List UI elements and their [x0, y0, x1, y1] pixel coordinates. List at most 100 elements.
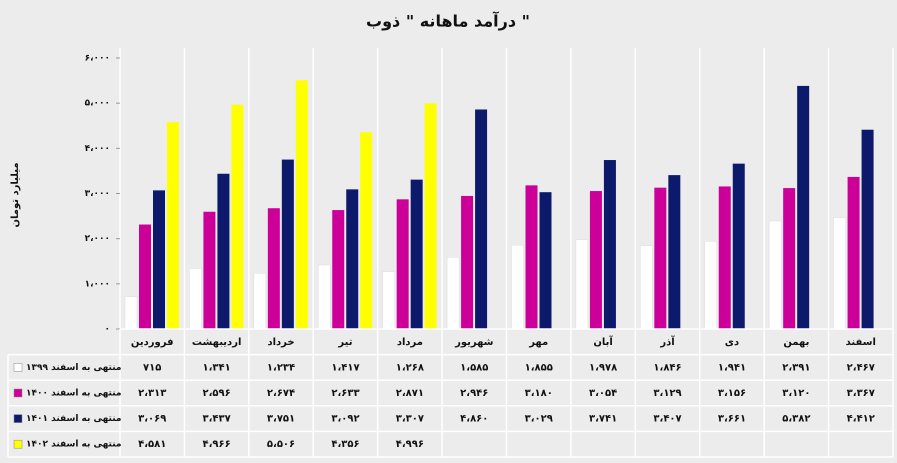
- legend-swatch: [13, 414, 23, 423]
- bar: [461, 195, 474, 329]
- data-label: ۴،۳۵۶: [331, 439, 359, 450]
- data-label: ۴،۹۹۶: [396, 439, 424, 450]
- data-label: ۲،۶۷۴: [267, 388, 295, 399]
- y-tick-label: ۶،۰۰۰: [85, 54, 110, 64]
- data-label: ۴،۸۶۰: [460, 414, 488, 425]
- y-tick-label: ۱،۰۰۰: [85, 279, 110, 289]
- bar: [360, 132, 373, 329]
- legend-label: منتهی به اسفند ۱۳۹۹: [26, 363, 121, 373]
- data-label: ۱،۳۴۱: [203, 362, 231, 373]
- data-label: ۱،۴۱۷: [331, 362, 359, 373]
- bar: [318, 264, 331, 330]
- bar: [783, 188, 796, 329]
- data-label: ۱،۹۴۱: [718, 362, 746, 373]
- bar: [267, 208, 280, 329]
- data-label: ۱،۸۴۶: [653, 362, 681, 373]
- x-tick-label: خرداد: [267, 337, 294, 348]
- bar: [575, 239, 589, 330]
- data-label: ۲،۵۹۶: [203, 388, 231, 399]
- y-tick-label: ۴،۰۰۰: [85, 144, 110, 154]
- data-label: ۳،۷۵۱: [267, 414, 295, 425]
- bar: [833, 217, 846, 330]
- data-label: ۷۱۵: [143, 362, 161, 373]
- data-label: ۵،۵۰۶: [267, 439, 295, 450]
- y-tick-label: ۰: [105, 325, 111, 335]
- data-label: ۳،۳۶۷: [847, 388, 875, 399]
- bar: [475, 109, 488, 330]
- bar: [167, 122, 179, 330]
- bar: [139, 224, 151, 329]
- bar: [603, 160, 616, 329]
- bar: [704, 241, 717, 330]
- bar: [253, 273, 267, 330]
- bar: [847, 176, 860, 329]
- x-tick-label: بهمن: [783, 337, 809, 348]
- bar: [382, 271, 395, 330]
- y-tick-label: ۵،۰۰۰: [85, 99, 110, 109]
- bar: [153, 190, 165, 329]
- x-tick-label: آذر: [659, 335, 675, 348]
- data-label: ۳،۱۲۰: [782, 388, 810, 399]
- bar: [346, 189, 359, 329]
- x-tick-label: مرداد: [397, 337, 423, 348]
- bar: [768, 220, 782, 330]
- data-label: ۱،۹۷۸: [589, 362, 617, 373]
- bar: [217, 173, 230, 329]
- x-tick-label: فروردین: [131, 337, 174, 348]
- x-tick-label: آبان: [593, 335, 613, 348]
- bar: [589, 191, 602, 329]
- x-tick-label: اسفند: [846, 337, 876, 348]
- x-tick-label: دی: [725, 337, 739, 348]
- data-label: ۳،۰۶۹: [138, 414, 166, 425]
- bar: [231, 104, 244, 329]
- y-tick-label: ۲،۰۰۰: [85, 234, 110, 244]
- legend-swatch: [13, 439, 23, 449]
- bar: [668, 175, 681, 329]
- bar: [124, 296, 138, 330]
- data-label: ۲،۳۹۱: [782, 362, 810, 373]
- data-label: ۳،۰۵۴: [589, 388, 617, 399]
- bar: [424, 103, 437, 329]
- data-label: ۳،۶۶۱: [718, 414, 746, 425]
- legend-label: منتهی به اسفند ۱۴۰۲: [26, 440, 121, 450]
- legend-label: منتهی به اسفند ۱۴۰۱: [26, 414, 121, 424]
- data-label: ۳،۱۸۰: [525, 388, 553, 399]
- legend-label: منتهی به اسفند ۱۴۰۰: [26, 389, 121, 399]
- data-label: ۳،۰۹۲: [331, 414, 359, 425]
- data-label: ۱،۵۸۵: [460, 362, 488, 373]
- y-axis-label: میلیارد تومان: [10, 162, 21, 227]
- data-label: ۱،۲۳۴: [267, 362, 295, 373]
- chart-title: درآمد ماهانه " ذوب ": [366, 11, 530, 31]
- data-label: ۲،۹۴۶: [460, 388, 488, 399]
- bar: [332, 210, 345, 329]
- data-label: ۲،۴۶۷: [847, 362, 875, 373]
- bar: [797, 85, 810, 330]
- data-label: ۴،۵۸۱: [138, 439, 166, 450]
- data-label: ۳،۴۳۷: [203, 414, 231, 425]
- bar: [295, 80, 308, 329]
- data-label: ۳،۱۲۹: [653, 388, 681, 399]
- bar: [396, 199, 409, 329]
- data-label: ۴،۴۱۲: [847, 414, 875, 425]
- data-label: ۵،۳۸۲: [782, 414, 810, 425]
- bar: [539, 192, 552, 329]
- data-label: ۳،۴۰۷: [653, 414, 681, 425]
- bar: [203, 211, 216, 329]
- bar: [732, 163, 745, 329]
- data-label: ۳،۰۲۹: [525, 414, 553, 425]
- bar: [281, 159, 294, 329]
- x-tick-label: اردیبهشت: [192, 337, 242, 348]
- bar: [446, 257, 460, 330]
- bar: [525, 185, 538, 329]
- y-tick-label: ۳،۰۰۰: [85, 189, 110, 199]
- data-label: ۳،۳۰۷: [396, 414, 424, 425]
- data-label: ۳،۷۴۱: [589, 414, 617, 425]
- data-label: ۲،۳۱۳: [138, 388, 166, 399]
- bar: [718, 186, 731, 329]
- data-label: ۱،۸۵۵: [525, 362, 553, 373]
- data-label: ۲،۶۳۳: [331, 388, 359, 399]
- bar: [410, 179, 423, 329]
- data-label: ۳،۱۵۶: [718, 388, 746, 399]
- legend-swatch: [13, 388, 23, 398]
- data-label: ۱،۲۶۸: [396, 362, 424, 373]
